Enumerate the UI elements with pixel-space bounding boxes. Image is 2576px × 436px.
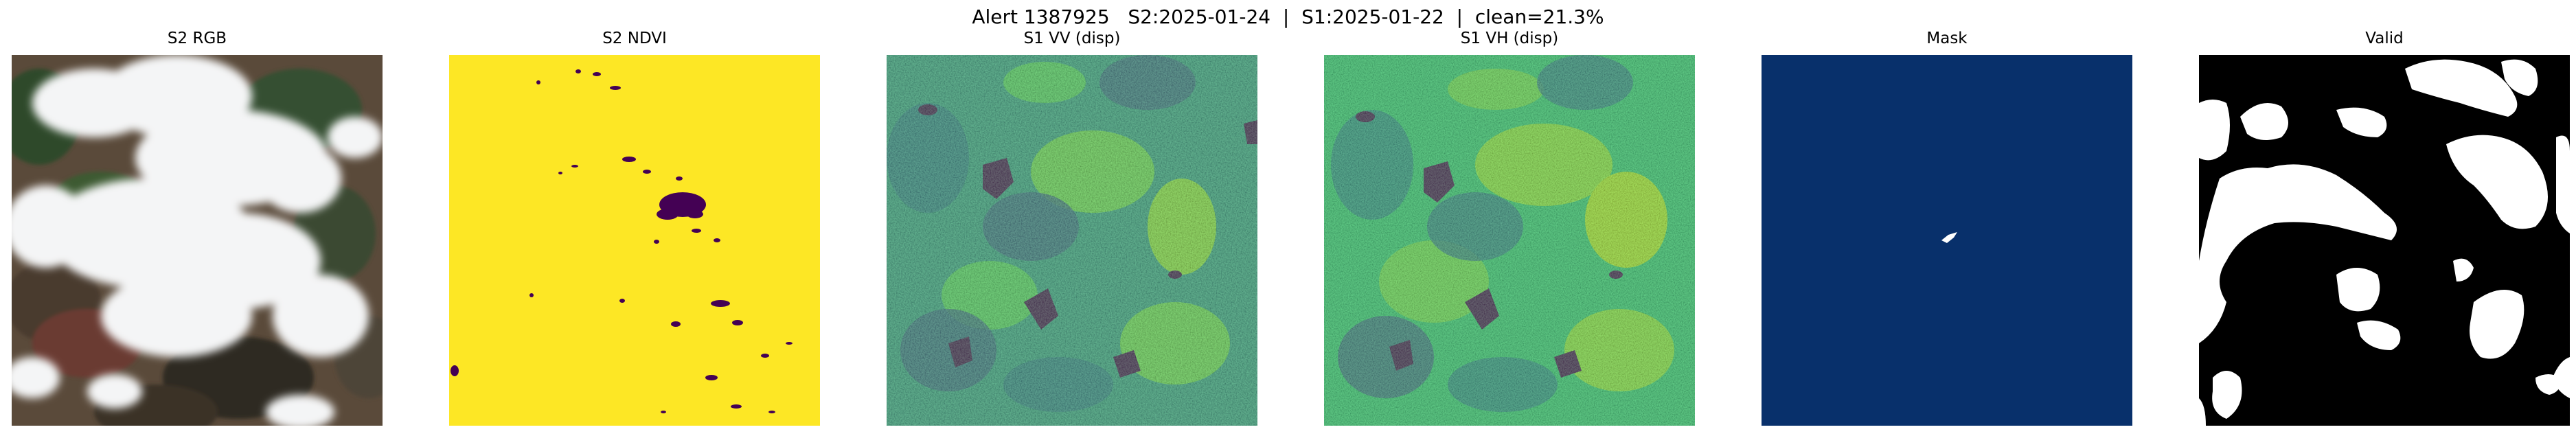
image-s2-ndvi [449, 55, 820, 426]
panel-title-valid: Valid [2172, 29, 2576, 48]
panel-s2-ndvi: S2 NDVI [449, 55, 820, 426]
image-s2-rgb [12, 55, 383, 426]
panel-title-s1-vv: S1 VV (disp) [859, 29, 1285, 48]
figure-title: Alert 1387925 S2:2025-01-24 | S1:2025-01… [0, 5, 2576, 29]
panel-mask: Mask [1762, 55, 2132, 426]
image-mask [1762, 55, 2132, 426]
panel-s2-rgb: S2 RGB [12, 55, 383, 426]
panel-valid: Valid [2199, 55, 2570, 426]
panel-title-s1-vh: S1 VH (disp) [1297, 29, 1722, 48]
image-valid [2199, 55, 2570, 426]
panel-title-s2-rgb: S2 RGB [0, 29, 410, 48]
panel-title-s2-ndvi: S2 NDVI [422, 29, 847, 48]
image-s1-vh [1324, 55, 1695, 426]
panel-title-mask: Mask [1734, 29, 2160, 48]
image-s1-vv [887, 55, 1257, 426]
panel-s1-vh: S1 VH (disp) [1324, 55, 1695, 426]
panel-s1-vv: S1 VV (disp) [887, 55, 1257, 426]
